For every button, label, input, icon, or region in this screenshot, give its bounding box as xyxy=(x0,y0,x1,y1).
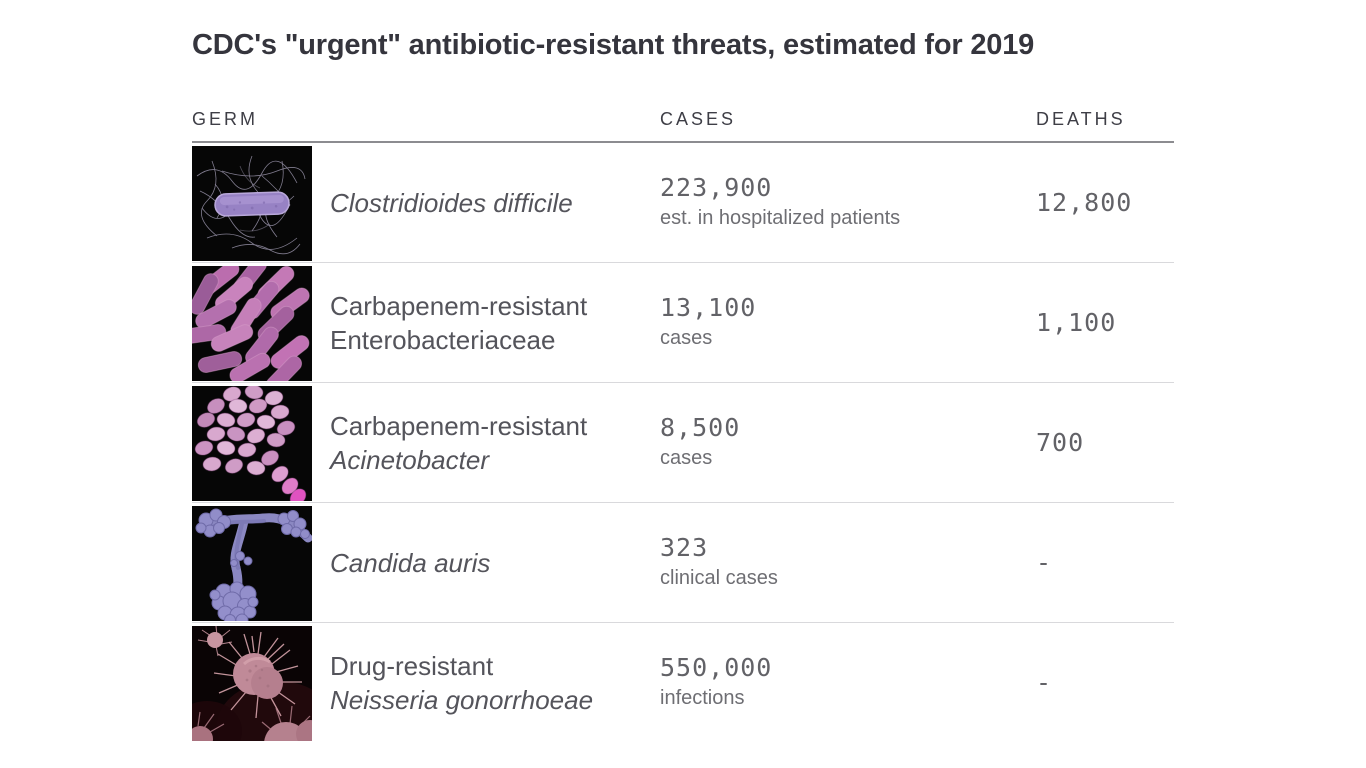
germ-name: Clostridioides difficile xyxy=(330,186,660,220)
table-row: Clostridioides difficile 223,900 est. in… xyxy=(192,143,1174,263)
germ-name: Carbapenem-resistant Acinetobacter xyxy=(330,409,660,477)
cases-cell: 8,500 cases xyxy=(660,414,1036,471)
cases-unit-label: cases xyxy=(660,447,713,469)
cases-value: 13,100 xyxy=(660,293,757,322)
cases-unit-label: est. in hospitalized patients xyxy=(660,207,901,229)
germ-name: Carbapenem-resistant Enterobacteriaceae xyxy=(330,289,660,357)
germ-image xyxy=(192,266,312,381)
column-header-cases: CASES xyxy=(660,109,737,129)
gonorrhoeae-micrograph-image xyxy=(192,626,312,741)
column-header-germ: GERM xyxy=(192,109,258,129)
germ-name-line2: Acinetobacter xyxy=(330,444,489,475)
germ-name-line1: Candida auris xyxy=(330,547,491,578)
table-row: Carbapenem-resistant Enterobacteriaceae … xyxy=(192,263,1174,383)
cases-cell: 550,000 infections xyxy=(660,654,1036,711)
deaths-value: - xyxy=(1036,667,1053,697)
cases-value: 223,900 xyxy=(660,173,773,202)
deaths-value: 700 xyxy=(1036,427,1085,457)
cases-unit-label: clinical cases xyxy=(660,567,778,589)
acinetobacter-micrograph-image xyxy=(192,386,312,501)
germ-image xyxy=(192,386,312,501)
germ-name-line1: Carbapenem-resistant xyxy=(330,290,588,321)
column-header-deaths: DEATHS xyxy=(1036,109,1126,129)
cases-cell: 13,100 cases xyxy=(660,294,1036,351)
table-row: Candida auris 323 clinical cases - xyxy=(192,503,1174,623)
germ-name-line1: Drug-resistant xyxy=(330,650,494,681)
table-row: Drug-resistant Neisseria gonorrhoeae 550… xyxy=(192,623,1174,742)
germ-name: Drug-resistant Neisseria gonorrhoeae xyxy=(330,649,660,717)
cdiff-micrograph-image xyxy=(192,146,312,261)
deaths-value: 1,100 xyxy=(1036,307,1117,337)
infographic: CDC's "urgent" antibiotic-resistant thre… xyxy=(192,0,1174,742)
cre-micrograph-image xyxy=(192,266,312,381)
germ-name-line2: Neisseria gonorrhoeae xyxy=(330,684,594,715)
cases-value: 8,500 xyxy=(660,413,741,442)
page-title: CDC's "urgent" antibiotic-resistant thre… xyxy=(192,29,1035,61)
deaths-value: 12,800 xyxy=(1036,187,1133,217)
cases-cell: 323 clinical cases xyxy=(660,534,1036,591)
cases-value: 323 xyxy=(660,533,709,562)
cases-cell: 223,900 est. in hospitalized patients xyxy=(660,174,1036,231)
table-row: Carbapenem-resistant Acinetobacter 8,500… xyxy=(192,383,1174,503)
germ-image xyxy=(192,506,312,621)
germ-name-line1: Clostridioides difficile xyxy=(330,187,573,218)
cases-unit-label: infections xyxy=(660,687,745,709)
germ-name: Candida auris xyxy=(330,546,660,580)
germ-image xyxy=(192,626,312,741)
deaths-value: - xyxy=(1036,547,1053,577)
candida-micrograph-image xyxy=(192,506,312,621)
cases-value: 550,000 xyxy=(660,653,773,682)
germ-name-line1: Carbapenem-resistant xyxy=(330,410,588,441)
germ-name-line2: Enterobacteriaceae xyxy=(330,324,556,355)
germ-image xyxy=(192,146,312,261)
cases-unit-label: cases xyxy=(660,327,713,349)
table-header-row: GERM CASES DEATHS xyxy=(192,108,1174,143)
